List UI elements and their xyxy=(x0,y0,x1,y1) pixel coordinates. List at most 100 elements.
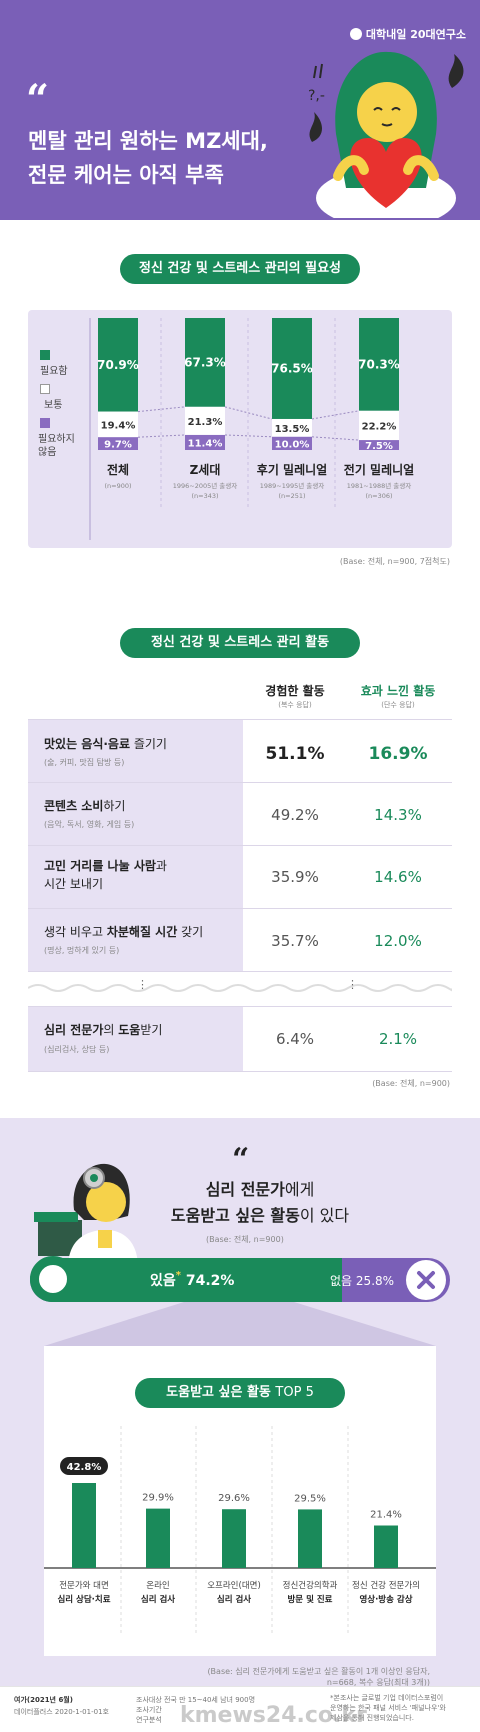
top5-category-label: 오프라인(대면) xyxy=(207,1580,261,1591)
top5-bar xyxy=(72,1483,96,1568)
data-label: 11.4% xyxy=(188,438,223,449)
column-experienced-sub: (복수 응답) xyxy=(278,701,312,709)
category-sublabel: (n=306) xyxy=(365,492,392,500)
row-value-experienced: 6.4% xyxy=(275,1030,315,1048)
section2-title: 정신 건강 및 스트레스 관리 활동 xyxy=(120,628,360,658)
footer-issue-number: 데이터플러스 2020-1-01-01호 xyxy=(14,1708,109,1716)
top5-category-label-line2: 영상·방송 감상 xyxy=(359,1594,412,1605)
section4-title: 도움받고 싶은 활동 TOP 5 xyxy=(135,1378,345,1408)
top5-bar xyxy=(146,1508,170,1568)
bar-segment-not-needed xyxy=(359,440,399,450)
category-sublabel: (n=251) xyxy=(278,492,305,500)
category-label: 전체 xyxy=(107,462,129,477)
no-x-icon xyxy=(406,1260,446,1300)
bar-segment-needed xyxy=(272,318,312,419)
ellipsis-dots: ⋮ xyxy=(347,978,358,991)
no-label: 없음 25.8% xyxy=(330,1274,395,1288)
top5-category-label-line2: 심리 검사 xyxy=(217,1594,251,1605)
section3-base-note: (Base: 전체, n=900) xyxy=(206,1235,284,1244)
header-title-line1: 멘탈 관리 원하는 MZ세대, xyxy=(28,129,268,153)
row-value-effective: 2.1% xyxy=(378,1030,418,1048)
necessity-chart: 필요함 보통 필요하지 않음 70.9% 19.4% 9.7% 전체 (n=900) 67… xyxy=(28,310,452,548)
character-hugging-heart-illustration: ?,- xyxy=(308,51,464,218)
data-label: 70.9% xyxy=(97,358,139,372)
bar-segment-not-needed xyxy=(272,436,312,450)
heart-icon xyxy=(350,138,422,208)
character-left-arm xyxy=(333,155,369,181)
legend-label-not-needed: 필요하지 않음 xyxy=(38,434,75,458)
data-label: 70.3% xyxy=(358,357,400,371)
category-label: 후기 밀레니얼 xyxy=(257,462,327,477)
top5-value-label: 42.8% xyxy=(67,1462,102,1473)
row-sublabel: (명상, 멍하게 있기 등) xyxy=(44,946,120,955)
row-value-effective: 14.6% xyxy=(374,868,422,886)
yes-label: 있음* 74.2% xyxy=(150,1270,235,1289)
top5-panel: 도움받고 싶은 활동 TOP 5 42.8% 전문가와 대면 심리 상담·치료 29.… xyxy=(44,1346,436,1656)
quote-mark: “ xyxy=(26,76,50,123)
footer-note-line2: 운영하는 한국 패널 서비스 '패널나우'와 xyxy=(330,1704,446,1712)
row-value-experienced: 51.1% xyxy=(265,744,325,764)
row-divider xyxy=(28,719,452,720)
row-value-effective: 14.3% xyxy=(374,806,422,824)
footer-note-line1: *본조사는 글로벌 기업 데이터스포럼이 xyxy=(330,1694,444,1702)
row-divider xyxy=(28,1071,452,1072)
row-sublabel: (술, 커피, 맛집 탐방 등) xyxy=(44,758,125,767)
character-eyes xyxy=(373,107,401,111)
row-sublabel: (음악, 독서, 영화, 게임 등) xyxy=(44,820,135,829)
doctor-face xyxy=(86,1182,126,1222)
category-sublabel: 1981~1988년 출생자 xyxy=(347,481,412,490)
footer-survey-period: 조사기간 xyxy=(136,1706,162,1714)
top5-value-label: 29.5% xyxy=(294,1493,326,1504)
top-value-badge xyxy=(60,1457,108,1475)
column-effective: 효과 느낀 활동 xyxy=(360,684,436,698)
table-row xyxy=(28,783,243,845)
stacked-bar-plot: 70.9% 19.4% 9.7% 전체 (n=900) 67.3% 21.3% 11.4% Z세… xyxy=(89,318,414,540)
column-experienced: 경험한 활동 xyxy=(265,684,325,698)
footer-analysis: 연구분석 xyxy=(136,1716,162,1724)
category-sublabel: 1989~1995년 출생자 xyxy=(260,481,325,490)
data-label: 13.5% xyxy=(275,424,310,435)
section4-base-note: (Base: 심리 전문가에게 도움받고 싶은 활동이 1개 이상인 응답자, n… xyxy=(207,1667,430,1687)
connector-line xyxy=(224,406,273,420)
footer: 여가(2021년 6월) 데이터플러스 2020-1-01-01호 조사대상 전… xyxy=(0,1686,480,1732)
section2-base-note: (Base: 전체, n=900) xyxy=(372,1079,450,1088)
category-label: 전기 밀레니얼 xyxy=(344,462,414,477)
flame-icon xyxy=(448,54,464,88)
row-label: 고민 거리를 나눌 사람과 xyxy=(44,859,167,873)
row-value-experienced: 35.7% xyxy=(271,932,319,950)
character-face xyxy=(357,82,417,142)
table-row xyxy=(28,846,243,908)
table-row xyxy=(28,1007,243,1071)
row-label: 생각 비우고 차분해질 시간 갖기 xyxy=(44,925,204,939)
table-row xyxy=(28,909,243,971)
bar-segment-needed xyxy=(98,318,138,412)
header-title-line2: 전문 케어는 아직 부족 xyxy=(28,163,224,187)
bar-segment-neutral xyxy=(185,406,225,435)
data-label: 7.5% xyxy=(365,441,393,452)
header-banner: 대학내일 20대연구소 “ 멘탈 관리 원하는 MZ세대, 전문 케어는 아직 … xyxy=(0,0,480,220)
bar-segment-needed xyxy=(185,318,225,407)
top5-value-label: 29.6% xyxy=(218,1493,250,1504)
footer-issue: 여가(2021년 6월) xyxy=(14,1696,73,1704)
footer-note-line3: 제삼을 통해 진행되었습니다. xyxy=(330,1714,414,1722)
grumble-symbol-icon: ?,- xyxy=(308,88,325,104)
bar-segment-needed xyxy=(359,318,399,411)
row-label-line2: 시간 보내기 xyxy=(44,877,104,891)
bar-segment-neutral xyxy=(98,411,138,438)
top5-category-label: 정신 건강 전문가의 xyxy=(352,1580,420,1591)
category-sublabel: (n=900) xyxy=(104,482,131,490)
footer-survey-target: 조사대상 전국 만 15~40세 남녀 900명 xyxy=(136,1696,256,1704)
legend-swatch-not-needed xyxy=(40,418,50,428)
quote-mark-2: “ xyxy=(232,1142,250,1177)
row-label: 심리 전문가의 도움받기 xyxy=(44,1023,163,1037)
ellipsis-dots: ⋮ xyxy=(137,978,148,991)
bar-segment-neutral xyxy=(359,410,399,441)
row-divider xyxy=(28,971,452,972)
section1-base-note: (Base: 전체, n=900, 7점척도) xyxy=(339,557,450,566)
top5-category-label: 정신건강의학과 xyxy=(283,1580,338,1591)
brand-logo: 대학내일 20대연구소 xyxy=(349,26,466,42)
help-title-line1: 심리 전문가에게 xyxy=(205,1180,315,1199)
flame-icon-left xyxy=(309,112,322,142)
data-label: 22.2% xyxy=(362,421,397,432)
